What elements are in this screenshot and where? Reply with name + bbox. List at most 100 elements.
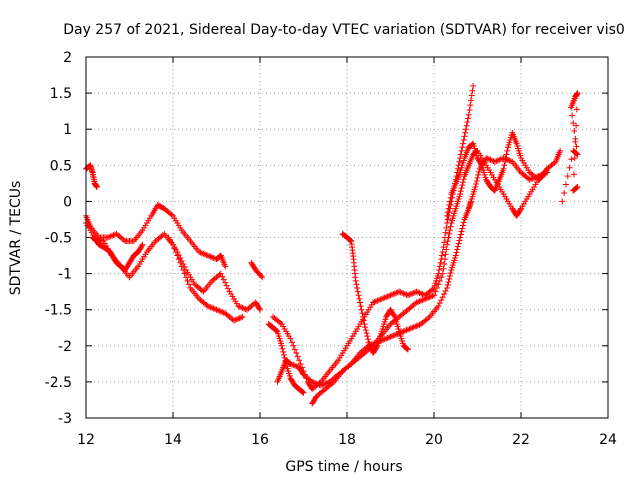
series-track-i xyxy=(309,155,551,407)
data-point xyxy=(217,253,224,260)
data-point xyxy=(404,326,411,333)
data-point xyxy=(388,291,395,298)
data-point xyxy=(355,292,362,299)
y-tick-label: -2.5 xyxy=(45,375,72,391)
data-point xyxy=(319,381,326,388)
data-point xyxy=(230,317,237,324)
data-point xyxy=(383,294,390,301)
data-point xyxy=(299,389,306,396)
data-point xyxy=(222,279,229,286)
data-point xyxy=(574,151,581,158)
data-point xyxy=(217,308,224,315)
data-point xyxy=(415,322,422,329)
data-point xyxy=(447,223,454,230)
data-point xyxy=(384,293,391,300)
data-point xyxy=(354,285,361,292)
data-point xyxy=(436,277,443,284)
data-point xyxy=(410,289,417,296)
x-tick-label: 12 xyxy=(77,432,95,448)
data-point xyxy=(294,353,301,360)
data-point xyxy=(528,176,535,183)
data-point xyxy=(402,327,408,334)
data-point xyxy=(460,222,466,229)
data-point xyxy=(397,289,404,296)
data-point xyxy=(280,348,287,355)
data-point xyxy=(456,158,463,165)
data-point xyxy=(442,229,449,236)
data-point xyxy=(300,389,307,396)
data-point xyxy=(185,281,192,288)
data-point xyxy=(457,191,464,198)
data-point xyxy=(440,265,447,272)
data-point xyxy=(362,324,369,331)
data-point xyxy=(364,333,371,340)
data-point xyxy=(472,183,479,190)
data-point xyxy=(236,303,243,310)
data-point xyxy=(502,158,509,165)
data-point xyxy=(107,233,114,240)
data-point xyxy=(180,260,187,267)
data-point xyxy=(93,183,100,190)
data-point xyxy=(564,173,571,180)
data-point xyxy=(402,291,408,298)
data-point xyxy=(291,362,298,369)
data-point xyxy=(238,314,245,321)
data-point xyxy=(375,297,382,304)
data-point xyxy=(315,381,321,388)
data-point xyxy=(573,106,580,113)
data-point xyxy=(184,277,191,284)
data-point xyxy=(460,140,466,147)
data-point xyxy=(446,202,453,209)
data-point xyxy=(474,174,481,181)
data-point xyxy=(383,335,390,342)
data-point xyxy=(465,115,472,122)
data-point xyxy=(346,362,353,369)
y-tick-label: -1 xyxy=(58,267,72,283)
data-point xyxy=(288,361,295,368)
data-point xyxy=(279,345,286,352)
data-point xyxy=(454,246,461,253)
data-point xyxy=(104,234,111,241)
data-point xyxy=(573,143,580,150)
data-point xyxy=(217,270,224,277)
data-point xyxy=(235,303,242,310)
data-point xyxy=(232,316,239,323)
data-point xyxy=(444,282,451,289)
data-point xyxy=(257,306,263,313)
data-point xyxy=(407,325,414,332)
data-point xyxy=(199,287,205,294)
data-point xyxy=(443,246,450,253)
data-point xyxy=(571,128,578,135)
data-point xyxy=(207,253,214,260)
y-tick-label: -2 xyxy=(58,339,72,355)
data-point xyxy=(287,335,294,342)
y-tick-label: -0.5 xyxy=(45,231,72,247)
data-point xyxy=(406,291,413,298)
data-point xyxy=(551,159,558,166)
data-point xyxy=(441,260,448,267)
data-point xyxy=(462,129,469,136)
data-point xyxy=(470,82,477,89)
data-point xyxy=(381,294,388,301)
data-point xyxy=(222,263,229,270)
data-point xyxy=(457,231,464,238)
data-point xyxy=(568,156,575,163)
data-point xyxy=(309,378,316,385)
data-point xyxy=(363,330,370,337)
data-point xyxy=(466,106,473,113)
data-point xyxy=(207,304,214,311)
data-point xyxy=(388,333,395,340)
data-point xyxy=(432,288,439,295)
data-point xyxy=(358,306,365,313)
data-point xyxy=(409,290,416,297)
data-point xyxy=(416,298,423,305)
data-point xyxy=(353,281,360,288)
data-point xyxy=(212,306,219,313)
data-point xyxy=(489,157,495,164)
data-point xyxy=(444,212,451,219)
data-point xyxy=(457,234,464,241)
data-point xyxy=(357,303,364,310)
data-point xyxy=(439,294,446,301)
data-point xyxy=(219,309,226,316)
data-point xyxy=(438,297,445,304)
